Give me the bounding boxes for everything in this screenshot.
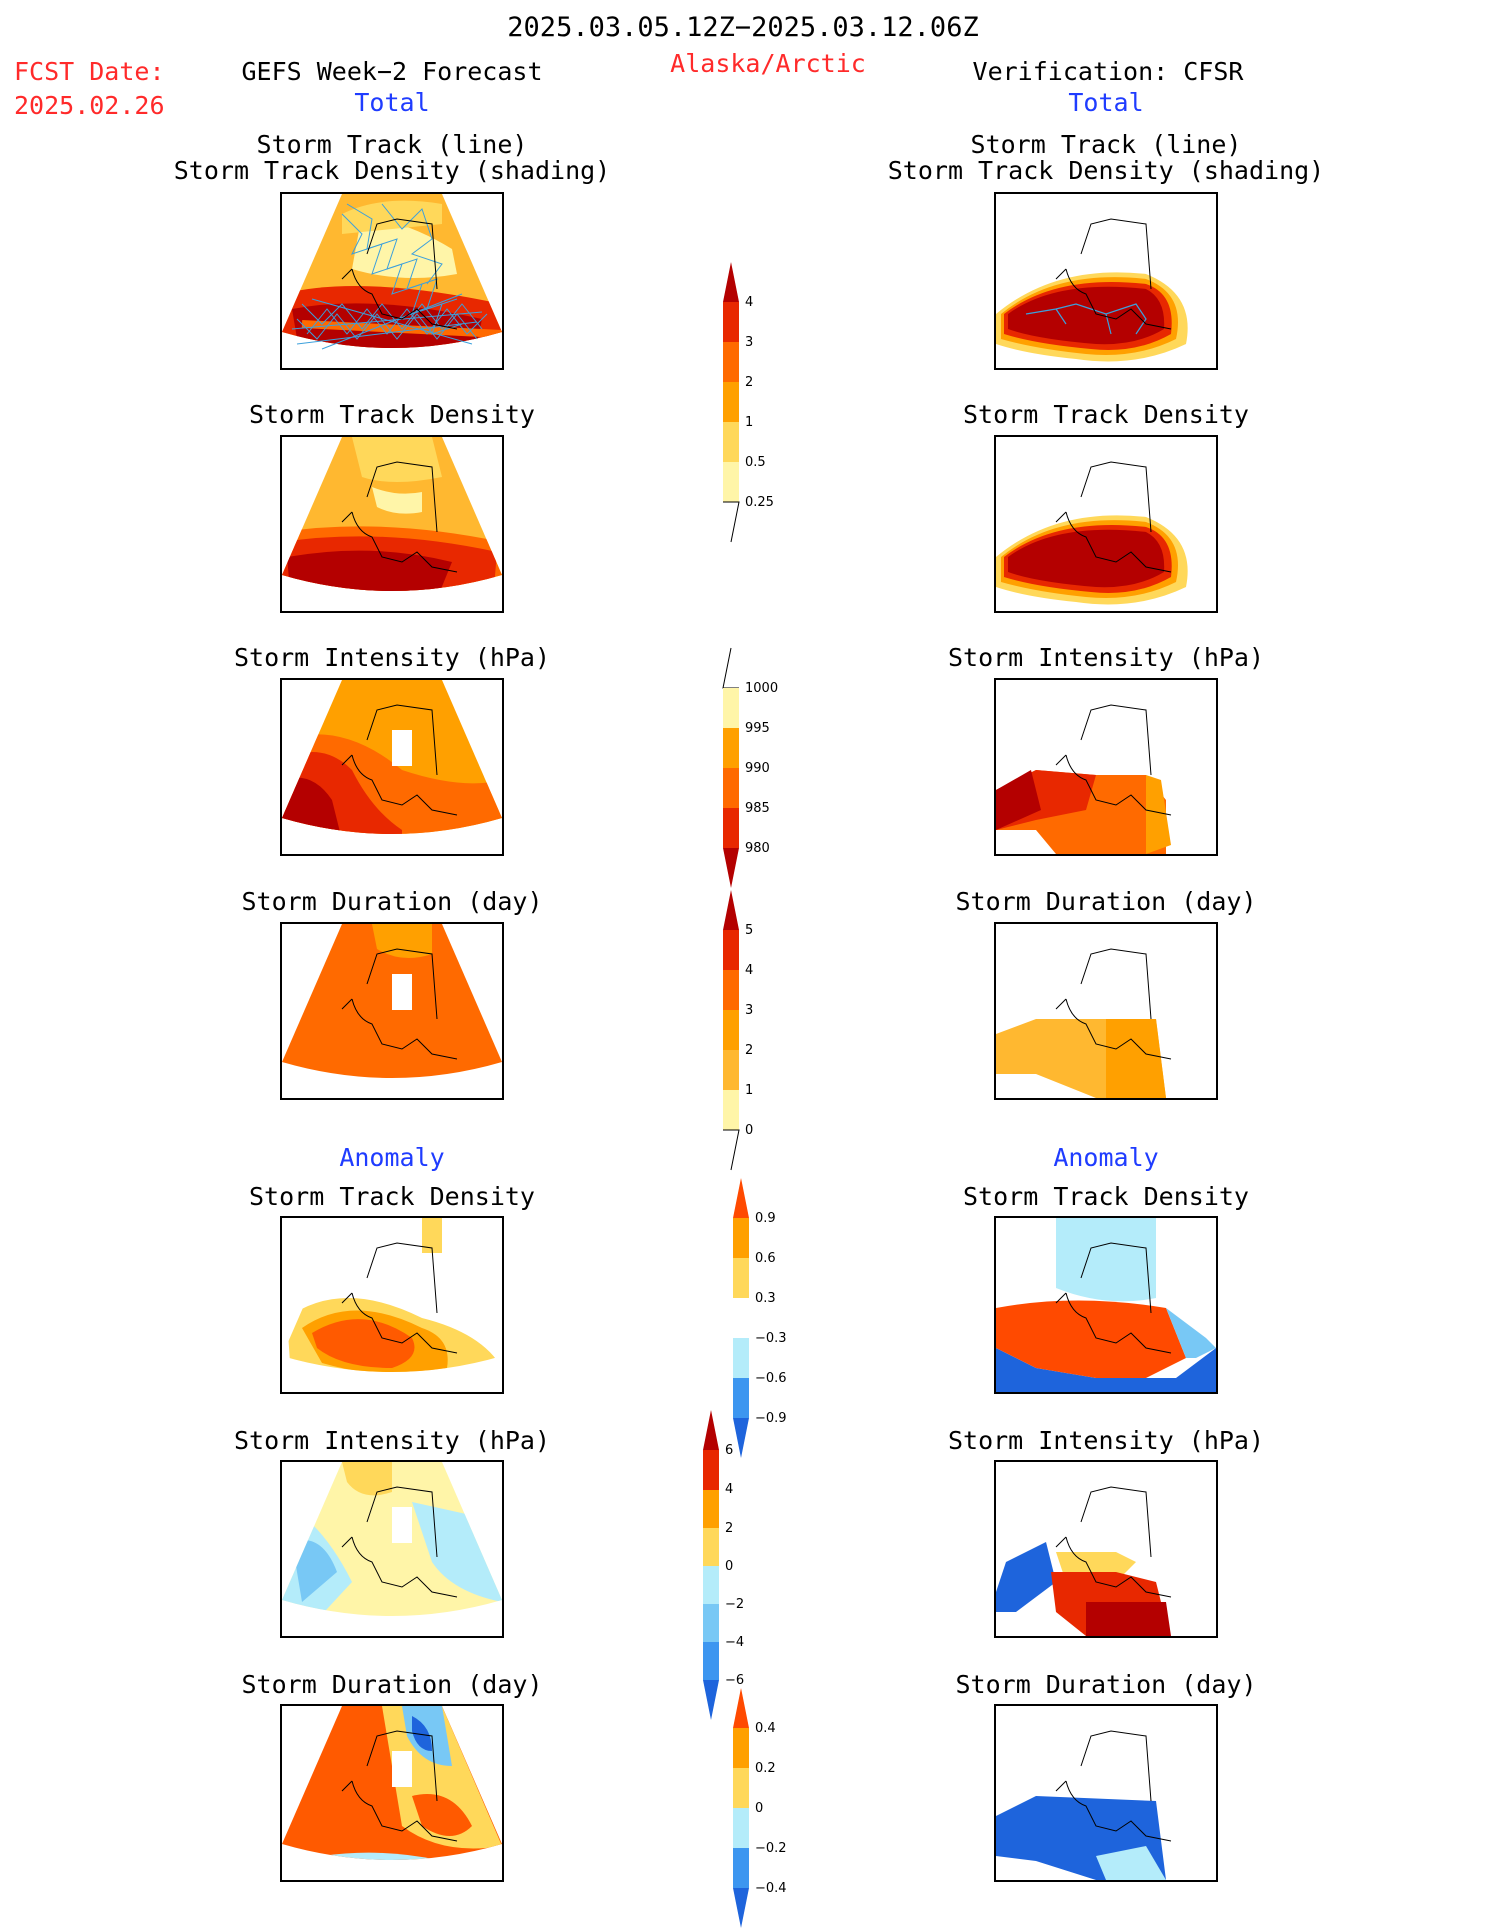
anom-duration-colorbar: 0.4 0.2 0 −0.2 −0.4 bbox=[733, 1688, 793, 1932]
left-panel1-title-line1: Storm Track (line) bbox=[256, 130, 528, 159]
tick-label: 0 bbox=[725, 1559, 733, 1574]
tick-label: 0.25 bbox=[745, 495, 774, 510]
tick-label: 1000 bbox=[745, 681, 778, 696]
right-total-label: Total bbox=[1068, 88, 1144, 117]
tick-label: −0.2 bbox=[755, 1841, 787, 1856]
gefs-track-line-map bbox=[280, 192, 504, 370]
cfsr-track-line-map bbox=[994, 192, 1218, 370]
right-panel1-title-line1: Storm Track (line) bbox=[970, 130, 1242, 159]
cfsr-density-anomaly-map bbox=[994, 1216, 1218, 1394]
left-anomaly-label: Anomaly bbox=[339, 1143, 445, 1172]
right-panel3-title: Storm Intensity (hPa) bbox=[947, 643, 1265, 672]
tick-label: 0.3 bbox=[755, 1291, 776, 1306]
right-panel6-title: Storm Intensity (hPa) bbox=[947, 1426, 1265, 1455]
right-panel5-title: Storm Track Density bbox=[963, 1182, 1249, 1211]
right-panel4-title: Storm Duration (day) bbox=[955, 887, 1257, 916]
tick-label: −0.6 bbox=[755, 1371, 787, 1386]
cfsr-intensity-anomaly-map bbox=[994, 1460, 1218, 1638]
left-panel2-title: Storm Track Density bbox=[249, 400, 535, 429]
tick-label: 4 bbox=[745, 295, 753, 310]
tick-label: −2 bbox=[725, 1597, 744, 1612]
left-panel6-title: Storm Intensity (hPa) bbox=[233, 1426, 551, 1455]
region-title: Alaska/Arctic bbox=[670, 49, 866, 78]
tick-label: 0 bbox=[745, 1123, 753, 1138]
gefs-intensity-anomaly-map bbox=[280, 1460, 504, 1638]
anom-density-colorbar: 0.9 0.6 0.3 −0.3 −0.6 −0.9 bbox=[733, 1178, 793, 1462]
tick-label: −0.4 bbox=[755, 1881, 787, 1896]
tick-label: −0.9 bbox=[755, 1411, 787, 1426]
tick-label: 1 bbox=[745, 1083, 753, 1098]
left-panel1-title-line2: Storm Track Density (shading) bbox=[173, 156, 611, 185]
right-column-title: Verification: CFSR bbox=[972, 57, 1244, 86]
gefs-track-density-map bbox=[280, 435, 504, 613]
gefs-intensity-map bbox=[280, 678, 504, 856]
period-title: 2025.03.05.12Z−2025.03.12.06Z bbox=[507, 12, 979, 43]
left-total-label: Total bbox=[354, 88, 430, 117]
tick-label: −4 bbox=[725, 1635, 744, 1650]
total-density-colorbar: 4 3 2 1 0.5 0.25 bbox=[723, 262, 783, 546]
tick-label: 3 bbox=[745, 1003, 753, 1018]
tick-label: 4 bbox=[725, 1482, 733, 1497]
tick-label: 3 bbox=[745, 335, 753, 350]
left-panel4-title: Storm Duration (day) bbox=[241, 887, 543, 916]
tick-label: 2 bbox=[725, 1521, 733, 1536]
tick-label: 0.4 bbox=[755, 1721, 776, 1736]
tick-label: 0.6 bbox=[755, 1251, 776, 1266]
cfsr-intensity-map bbox=[994, 678, 1218, 856]
tick-label: 4 bbox=[745, 963, 753, 978]
tick-label: 990 bbox=[745, 761, 770, 776]
tick-label: 0.2 bbox=[755, 1761, 776, 1776]
right-panel7-title: Storm Duration (day) bbox=[955, 1670, 1257, 1699]
tick-label: 5 bbox=[745, 923, 753, 938]
right-panel2-title: Storm Track Density bbox=[963, 400, 1249, 429]
tick-label: −0.3 bbox=[755, 1331, 787, 1346]
left-panel3-title: Storm Intensity (hPa) bbox=[233, 643, 551, 672]
cfsr-track-density-map bbox=[994, 435, 1218, 613]
tick-label: 0.5 bbox=[745, 455, 766, 470]
fcst-date-label: FCST Date: bbox=[14, 57, 165, 86]
tick-label: 0 bbox=[755, 1801, 763, 1816]
fcst-date-value: 2025.02.26 bbox=[14, 91, 165, 120]
left-column-title: GEFS Week−2 Forecast bbox=[241, 57, 543, 86]
tick-label: 980 bbox=[745, 841, 770, 856]
total-duration-colorbar: 5 4 3 2 1 0 bbox=[723, 890, 783, 1174]
gefs-duration-anomaly-map bbox=[280, 1704, 504, 1882]
tick-label: −6 bbox=[725, 1673, 744, 1688]
total-intensity-colorbar: 1000 995 990 985 980 bbox=[722, 647, 783, 892]
tick-label: 6 bbox=[725, 1443, 733, 1458]
right-anomaly-label: Anomaly bbox=[1053, 1143, 1159, 1172]
cfsr-duration-anomaly-map bbox=[994, 1704, 1218, 1882]
cfsr-duration-map bbox=[994, 922, 1218, 1100]
anom-intensity-colorbar: 6 4 2 0 −2 −4 −6 bbox=[703, 1410, 763, 1724]
gefs-density-anomaly-map bbox=[280, 1216, 504, 1394]
tick-label: 985 bbox=[745, 801, 770, 816]
left-panel7-title: Storm Duration (day) bbox=[241, 1670, 543, 1699]
tick-label: 0.9 bbox=[755, 1211, 776, 1226]
gefs-duration-map bbox=[280, 922, 504, 1100]
right-panel1-title-line2: Storm Track Density (shading) bbox=[887, 156, 1325, 185]
tick-label: 2 bbox=[745, 375, 753, 390]
left-panel5-title: Storm Track Density bbox=[249, 1182, 535, 1211]
tick-label: 1 bbox=[745, 415, 753, 430]
tick-label: 2 bbox=[745, 1043, 753, 1058]
tick-label: 995 bbox=[745, 721, 770, 736]
